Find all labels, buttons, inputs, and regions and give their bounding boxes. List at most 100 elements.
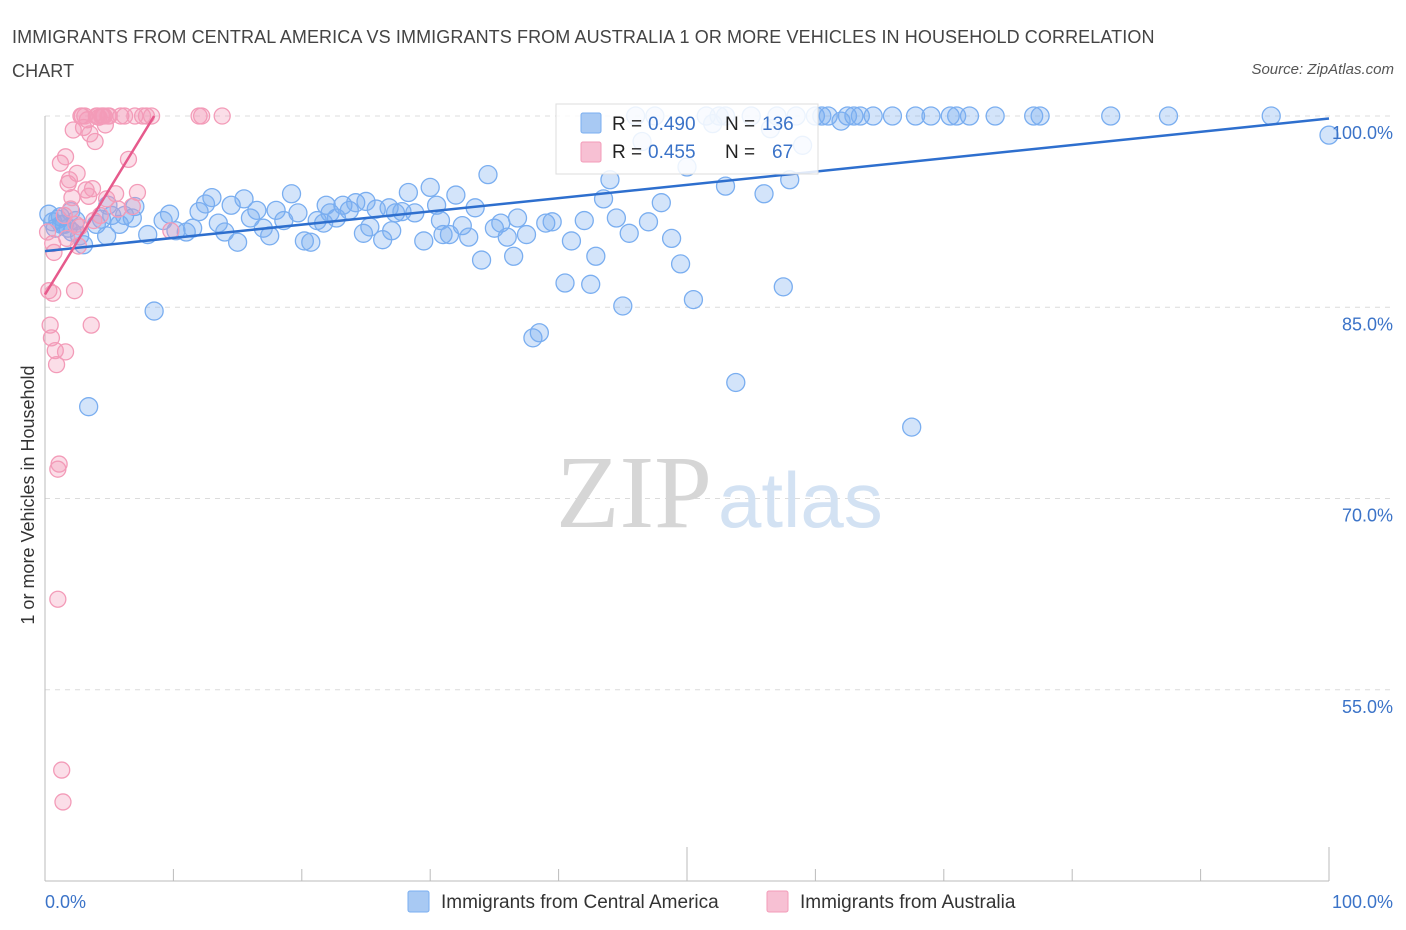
series-0-point-20 [144, 301, 164, 321]
legend-item-australia[interactable]: Immigrants from Australia [766, 890, 1016, 913]
series-1-point-22 [68, 164, 86, 183]
series-0-point-133 [831, 111, 851, 131]
series-1-point-50 [112, 107, 130, 125]
series-0-point-81 [561, 231, 582, 251]
series-0-point-117 [940, 106, 960, 126]
series-0-point-113 [882, 106, 903, 126]
series-1-point-12 [55, 206, 73, 225]
series-0-point-76 [523, 328, 543, 348]
series-1-point-58 [142, 107, 161, 125]
series-1-trend-line [43, 115, 156, 296]
series-1-point-66 [56, 148, 75, 166]
series-0-point-22 [159, 204, 180, 224]
series-0-point-139 [316, 195, 336, 215]
series-0-point-42 [294, 231, 315, 251]
series-0-point-28 [202, 187, 222, 208]
series-0-point-23 [166, 221, 186, 241]
series-0-point-60 [414, 231, 434, 251]
series-1-point-3 [42, 329, 61, 347]
legend-label-central-america: Immigrants from Central America [441, 892, 719, 913]
series-0-point-88 [613, 296, 633, 316]
stats-r-value-2: 0.455 [648, 142, 696, 163]
series-0-point-65 [446, 185, 466, 205]
series-1-point-34 [83, 180, 102, 198]
legend-label-australia: Immigrants from Australia [800, 892, 1016, 913]
series-0-point-94 [670, 254, 691, 274]
source-label: Source: ZipAtlas.com [1251, 61, 1394, 78]
series-0-point-32 [227, 232, 248, 252]
series-0-point-120 [1024, 106, 1044, 126]
watermark: ZIP atlas [556, 435, 883, 550]
x-tick-label-0: 0.0% [45, 892, 86, 912]
series-0-point-125 [1319, 125, 1339, 145]
series-0-point-63 [433, 224, 453, 245]
series-0-point-70 [478, 164, 498, 185]
stats-swatch-australia [580, 141, 602, 163]
series-1-point-7 [47, 355, 66, 374]
series-1-point-36 [86, 132, 104, 151]
series-0-point-93 [661, 228, 682, 249]
series-0-point-67 [459, 227, 479, 247]
series-0-point-43 [301, 232, 321, 252]
series-0-point-89 [619, 223, 639, 243]
series-0-point-25 [183, 218, 203, 238]
series-0-point-82 [574, 210, 594, 231]
series-1-point-62 [213, 107, 231, 125]
legend-item-central-america[interactable]: Immigrants from Central America [407, 890, 719, 913]
series-1-point-2 [41, 316, 59, 334]
series-1-point-55 [128, 183, 147, 202]
series-0-point-124 [1261, 106, 1281, 126]
series-1-point-19 [64, 121, 82, 139]
series-0-point-126 [638, 212, 659, 232]
series-0-point-112 [863, 106, 883, 126]
y-tick-label-3: 55.0% [1342, 697, 1393, 717]
series-1-point-11 [54, 793, 72, 811]
stats-box: R = 0.490 N = 136 R = 0.455 N = 67 [555, 103, 819, 175]
stats-r-value-1: 0.490 [648, 114, 696, 135]
stats-n-label-2: N = [725, 142, 755, 163]
series-0-point-104 [773, 277, 793, 297]
series-1-point-5 [45, 243, 63, 262]
series-0-point-136 [430, 210, 451, 231]
series-0-point-80 [555, 273, 575, 293]
series-0-point-121 [1030, 106, 1050, 126]
trend-lines [43, 115, 1330, 296]
series-0-point-87 [606, 208, 627, 228]
series-0-point-114 [902, 417, 922, 437]
series-0-point-41 [288, 203, 308, 223]
series-0-point-77 [529, 323, 549, 343]
series-0-point-61 [420, 177, 440, 198]
series-1-point-49 [109, 200, 127, 218]
watermark-atlas: atlas [718, 456, 883, 544]
series-0-point-74 [504, 246, 524, 266]
series-0-trend-line [44, 117, 1330, 253]
series-0-point-26 [189, 201, 209, 222]
y-tick-label-0: 100.0% [1332, 123, 1393, 143]
x-tick-labels: 0.0% 100.0% [45, 892, 1393, 912]
series-0-point-116 [921, 106, 941, 126]
series-1-point-63 [49, 590, 67, 608]
series-0-point-84 [586, 246, 606, 266]
series-1-point-13 [56, 343, 75, 361]
y-axis-title: 1 or more Vehicles in Household [18, 365, 38, 624]
series-0-point-137 [382, 221, 402, 241]
series-0-point-66 [452, 215, 472, 236]
series-0-point-79 [542, 212, 562, 232]
series-0-point-130 [946, 106, 967, 126]
series-1-point-20 [65, 282, 84, 300]
series-0-point-40 [281, 184, 302, 204]
series-0-point-33 [234, 189, 254, 209]
series-0-point-92 [651, 193, 671, 213]
x-tick-label-1: 100.0% [1332, 892, 1393, 912]
series-1-point-61 [192, 107, 211, 125]
legend: Immigrants from Central America Immigran… [407, 890, 1016, 913]
series-1-points [38, 107, 231, 811]
y-tick-label-1: 85.0% [1342, 314, 1393, 334]
series-0-point-75 [516, 224, 537, 245]
data-points [38, 106, 1339, 811]
watermark-zip: ZIP [556, 435, 712, 550]
series-1-point-43 [95, 107, 113, 125]
series-0-points [39, 106, 1339, 437]
series-1-point-45 [97, 190, 116, 208]
